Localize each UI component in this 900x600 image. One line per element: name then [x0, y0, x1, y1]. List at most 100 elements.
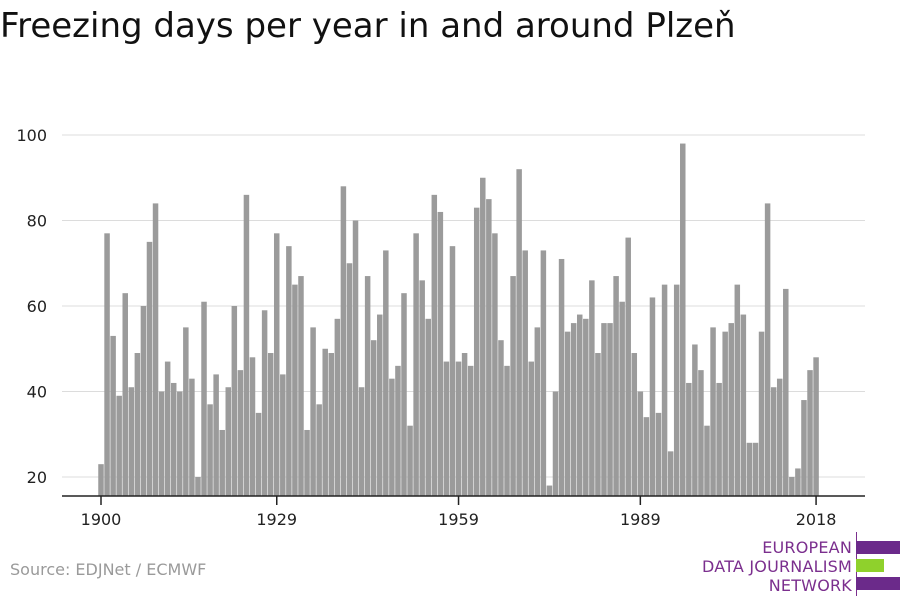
- bar-1943: [358, 387, 365, 496]
- bar-1917: [201, 301, 207, 496]
- bar-1934: [304, 429, 310, 496]
- bar-2012: [776, 378, 783, 496]
- bar-2014: [789, 477, 795, 496]
- bar-2016: [801, 400, 807, 496]
- y-tick-label: 100: [16, 126, 47, 145]
- bar-1901: [104, 233, 110, 496]
- bar-1942: [352, 220, 359, 496]
- bar-1990: [643, 417, 650, 496]
- bars: [98, 143, 819, 497]
- bar-1935: [310, 327, 316, 497]
- x-tick-label: 1959: [438, 510, 479, 529]
- bar-1954: [425, 318, 431, 496]
- bar-1918: [207, 404, 213, 496]
- bar-1967: [504, 365, 510, 496]
- bar-1931: [286, 246, 292, 496]
- bar-1984: [607, 323, 613, 496]
- bar-1921: [225, 387, 232, 496]
- bar-1977: [564, 331, 571, 496]
- bar-1965: [492, 233, 498, 496]
- bar-1982: [595, 353, 601, 496]
- bar-1966: [498, 340, 504, 496]
- bar-1924: [243, 194, 250, 496]
- bar-2017: [807, 370, 813, 497]
- bar-1927: [261, 310, 268, 496]
- bar-2010: [764, 203, 771, 496]
- bar-2015: [795, 468, 801, 496]
- bar-1998: [692, 344, 698, 496]
- bar-1955: [431, 194, 438, 496]
- bar-2013: [783, 288, 789, 496]
- bar-1991: [649, 297, 656, 496]
- bar-1957: [443, 361, 450, 496]
- bar-1981: [589, 280, 595, 496]
- bar-1962: [473, 207, 480, 497]
- bar-1987: [625, 237, 631, 496]
- bar-1911: [164, 361, 171, 496]
- bar-1958: [449, 246, 456, 496]
- bar-1926: [255, 412, 262, 497]
- bar-1936: [316, 404, 322, 496]
- bar-1950: [401, 293, 407, 496]
- bar-1988: [631, 353, 638, 496]
- bar-1970: [522, 250, 528, 496]
- bar-1999: [698, 370, 704, 497]
- bar-1975: [552, 391, 559, 496]
- x-tick-label: 1929: [256, 510, 297, 529]
- bar-2001: [710, 327, 716, 497]
- bar-1976: [558, 258, 565, 496]
- bar-1941: [346, 263, 353, 496]
- bar-2003: [722, 331, 728, 496]
- bar-1922: [231, 306, 238, 496]
- bar-1993: [661, 284, 668, 497]
- bar-1904: [122, 293, 128, 496]
- bar-1995: [673, 284, 680, 497]
- bar-1907: [140, 306, 147, 496]
- bar-2018: [813, 357, 819, 496]
- bar-1903: [116, 395, 122, 496]
- bar-1910: [158, 391, 165, 496]
- bar-1951: [407, 425, 413, 496]
- bar-1929: [273, 233, 280, 496]
- bar-1980: [583, 318, 589, 496]
- bar-1961: [467, 365, 474, 496]
- bar-1992: [655, 412, 662, 497]
- bar-2009: [758, 331, 765, 496]
- bar-1900: [98, 464, 104, 496]
- bar-1930: [280, 374, 286, 496]
- bar-1906: [134, 353, 141, 496]
- bar-1938: [328, 353, 335, 496]
- bar-1969: [516, 169, 522, 496]
- logo-text-2: DATA JOURNALISM: [702, 557, 852, 576]
- bar-1956: [437, 211, 444, 496]
- bar-1916: [195, 477, 201, 496]
- bar-1933: [298, 276, 304, 496]
- bar-2006: [740, 314, 747, 496]
- bar-1947: [383, 250, 389, 496]
- bar-2005: [734, 284, 741, 497]
- bar-1948: [389, 378, 395, 496]
- bar-1974: [546, 485, 553, 496]
- bar-1908: [146, 241, 153, 496]
- bar-1986: [619, 301, 625, 496]
- bar-1963: [480, 177, 486, 496]
- bar-1978: [570, 323, 577, 496]
- bar-2000: [704, 425, 710, 496]
- bar-1994: [667, 451, 674, 496]
- bar-1939: [334, 318, 341, 496]
- bar-1960: [461, 353, 468, 496]
- bar-1989: [637, 391, 644, 496]
- x-tick-label: 1989: [620, 510, 661, 529]
- bar-1949: [395, 365, 401, 496]
- bar-1920: [219, 429, 225, 496]
- bar-1937: [322, 348, 328, 496]
- bar-1915: [189, 378, 195, 496]
- bar-1925: [249, 357, 256, 496]
- x-tick-label: 1900: [81, 510, 122, 529]
- logo-bar-top: [856, 541, 900, 554]
- bar-1997: [686, 382, 692, 496]
- y-tick-label: 20: [27, 468, 47, 487]
- bar-1973: [540, 250, 547, 496]
- y-tick-label: 60: [27, 297, 47, 316]
